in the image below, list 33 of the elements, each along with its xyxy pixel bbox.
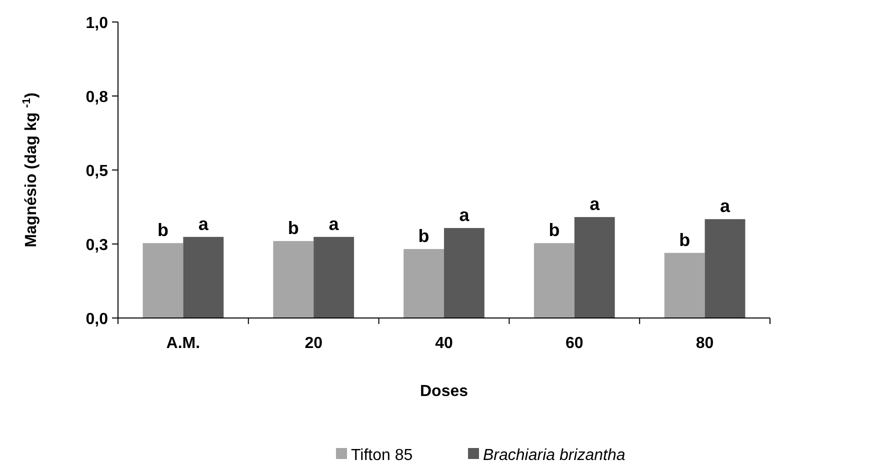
annotation: b [157, 220, 168, 240]
annotation: b [679, 230, 690, 250]
annotation: a [459, 205, 470, 226]
legend-label: Tifton 85 [351, 447, 413, 464]
annotation: a [590, 194, 601, 214]
y-tick-label: 0,0 [86, 311, 108, 328]
y-tick-label: 0,3 [86, 237, 108, 254]
y-tick-label: 0,5 [86, 163, 108, 180]
y-tick-label: 0,8 [86, 89, 108, 106]
annotation: b [418, 226, 430, 246]
x-tick-label: A.M. [166, 335, 200, 352]
x-axis-title: Doses [420, 383, 468, 400]
x-tick-label: 60 [566, 335, 584, 352]
x-tick-label: 40 [435, 335, 453, 352]
x-tick-label: 80 [696, 335, 714, 352]
legend-label: Brachiaria brizantha [483, 447, 626, 464]
annotation: a [328, 214, 340, 234]
x-tick-label: 20 [304, 335, 323, 352]
y-tick-label: 1,0 [86, 15, 108, 32]
bar [704, 219, 746, 318]
annotation: a [720, 196, 732, 216]
bar [664, 252, 705, 318]
bar [314, 236, 354, 318]
annotation: b [288, 218, 299, 238]
bar [273, 241, 314, 318]
bar [444, 228, 484, 318]
bar [183, 236, 224, 318]
annotation: b [548, 220, 560, 240]
bar [404, 249, 444, 318]
bar [534, 243, 574, 318]
bar [142, 243, 184, 318]
annotation: a [198, 214, 210, 234]
bar [574, 217, 615, 318]
